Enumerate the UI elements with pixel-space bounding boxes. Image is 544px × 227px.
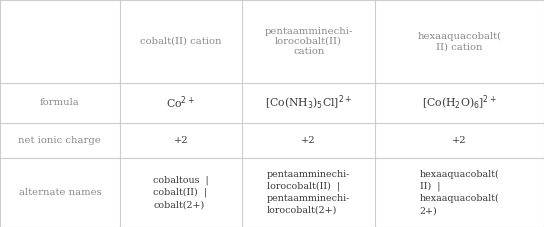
Text: [Co(H$_2$O)$_6$]$^{2+}$: [Co(H$_2$O)$_6$]$^{2+}$ — [422, 94, 497, 112]
Text: hexaaquacobalt(
II) cation: hexaaquacobalt( II) cation — [418, 32, 502, 51]
Text: +2: +2 — [301, 136, 316, 145]
Text: cobalt(II) cation: cobalt(II) cation — [140, 37, 221, 46]
Text: +2: +2 — [453, 136, 467, 145]
Text: hexaaquacobalt(
II)  |
hexaaquacobalt(
2+): hexaaquacobalt( II) | hexaaquacobalt( 2+… — [420, 170, 499, 215]
Text: net ionic charge: net ionic charge — [18, 136, 101, 145]
Text: formula: formula — [40, 98, 80, 107]
Text: alternate names: alternate names — [18, 188, 101, 197]
Text: cobaltous  |
cobalt(II)  |
cobalt(2+): cobaltous | cobalt(II) | cobalt(2+) — [153, 175, 209, 209]
Text: +2: +2 — [174, 136, 188, 145]
Text: pentaamminechi-
lorocobalt(II)  |
pentaamminechi-
lorocobalt(2+): pentaamminechi- lorocobalt(II) | pentaam… — [267, 170, 350, 215]
Text: [Co(NH$_3$)$_5$Cl]$^{2+}$: [Co(NH$_3$)$_5$Cl]$^{2+}$ — [265, 94, 353, 112]
Text: pentaamminechi-
lorocobalt(II)
cation: pentaamminechi- lorocobalt(II) cation — [264, 27, 353, 56]
Text: Co$^{2+}$: Co$^{2+}$ — [166, 94, 195, 111]
